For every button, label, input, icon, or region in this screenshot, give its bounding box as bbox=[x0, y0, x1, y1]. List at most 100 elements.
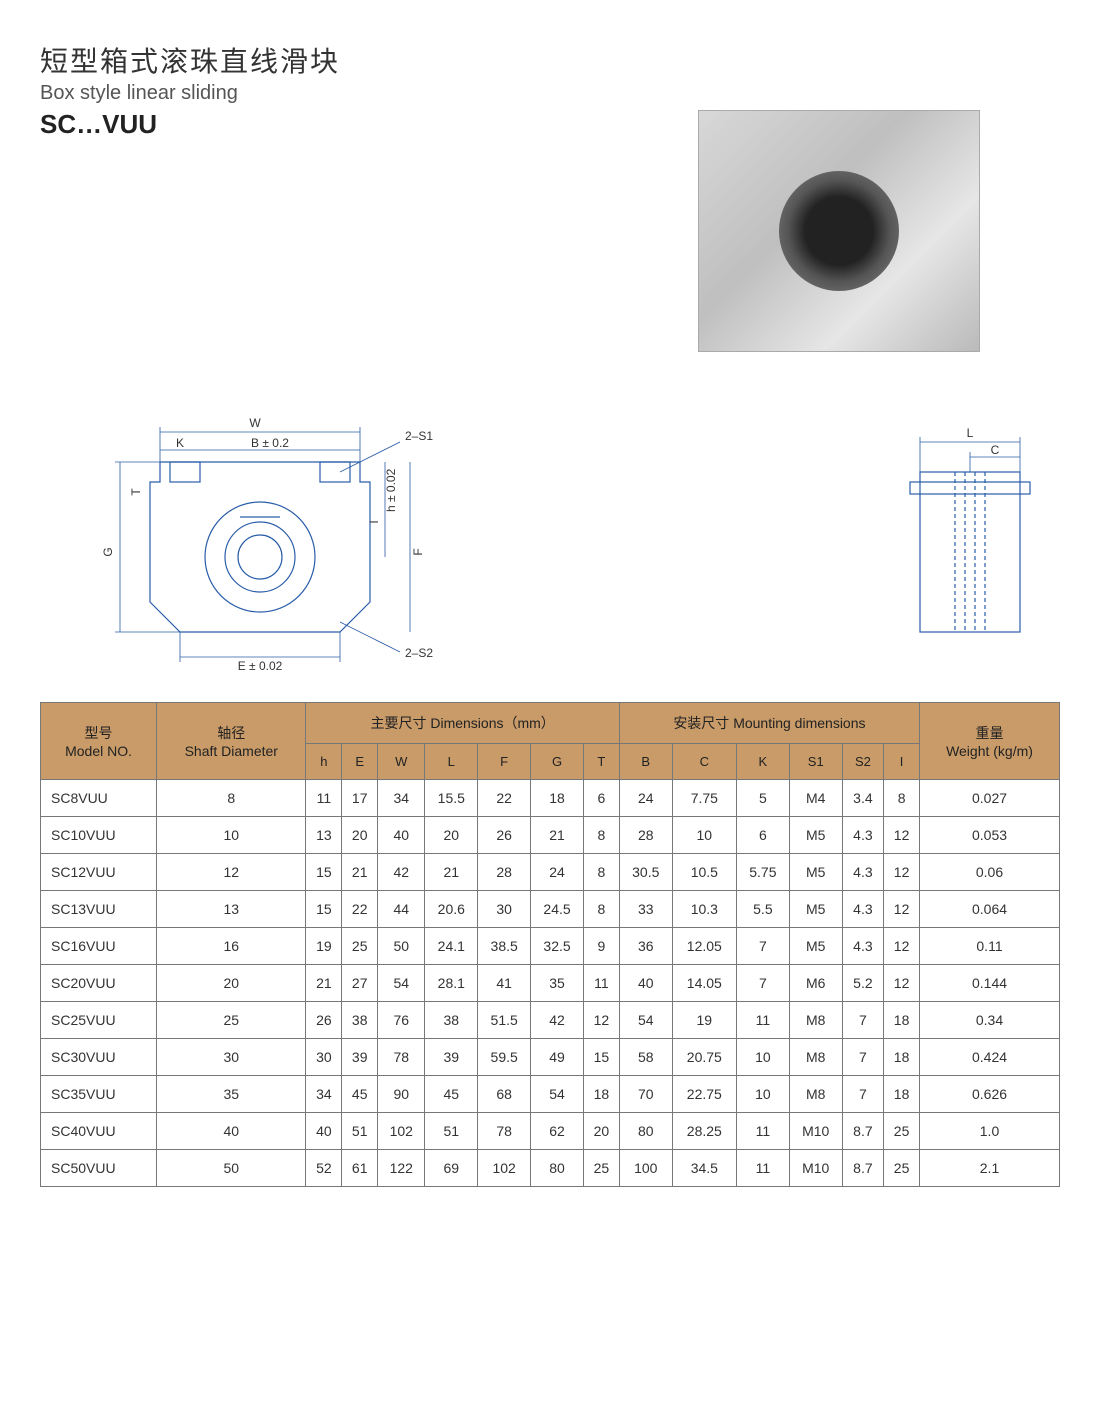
cell-L: 38 bbox=[425, 1002, 478, 1039]
cell-model: SC16VUU bbox=[41, 928, 157, 965]
cell-B: 28 bbox=[619, 817, 672, 854]
cell-F: 22 bbox=[478, 780, 531, 817]
cell-T: 8 bbox=[583, 891, 619, 928]
diagram-row: W K B ± 0.2 G T E ± 0.02 h ± 0.02 F I 2–… bbox=[40, 372, 1060, 672]
cell-K: 11 bbox=[736, 1150, 789, 1187]
cell-h: 15 bbox=[306, 891, 342, 928]
cell-model: SC50VUU bbox=[41, 1150, 157, 1187]
cell-E: 20 bbox=[342, 817, 378, 854]
cell-wt: 0.053 bbox=[920, 817, 1060, 854]
cell-h: 52 bbox=[306, 1150, 342, 1187]
cell-W: 102 bbox=[378, 1113, 425, 1150]
cell-h: 40 bbox=[306, 1113, 342, 1150]
cell-model: SC12VUU bbox=[41, 854, 157, 891]
cell-h: 30 bbox=[306, 1039, 342, 1076]
cell-S2: 5.2 bbox=[842, 965, 884, 1002]
lbl-G: G bbox=[101, 547, 115, 556]
cell-E: 22 bbox=[342, 891, 378, 928]
cell-E: 17 bbox=[342, 780, 378, 817]
cell-I: 18 bbox=[884, 1002, 920, 1039]
table-row: SC12VUU12152142212824830.510.55.75M54.31… bbox=[41, 854, 1060, 891]
cell-d: 8 bbox=[157, 780, 306, 817]
hdr-L: L bbox=[425, 744, 478, 780]
cell-L: 24.1 bbox=[425, 928, 478, 965]
cell-S1: M6 bbox=[789, 965, 842, 1002]
table-row: SC40VUU404051102517862208028.2511M108.72… bbox=[41, 1113, 1060, 1150]
cell-model: SC40VUU bbox=[41, 1113, 157, 1150]
hdr-K: K bbox=[736, 744, 789, 780]
cell-K: 5.5 bbox=[736, 891, 789, 928]
front-view-diagram: W K B ± 0.2 G T E ± 0.02 h ± 0.02 F I 2–… bbox=[40, 372, 460, 672]
hdr-T: T bbox=[583, 744, 619, 780]
cell-F: 28 bbox=[478, 854, 531, 891]
cell-S1: M8 bbox=[789, 1002, 842, 1039]
lbl-I: I bbox=[367, 520, 381, 523]
cell-F: 26 bbox=[478, 817, 531, 854]
cell-S2: 7 bbox=[842, 1076, 884, 1113]
cell-B: 70 bbox=[619, 1076, 672, 1113]
cell-model: SC20VUU bbox=[41, 965, 157, 1002]
cell-model: SC25VUU bbox=[41, 1002, 157, 1039]
lbl-h: h ± 0.02 bbox=[384, 468, 398, 512]
cell-C: 10.5 bbox=[672, 854, 736, 891]
lbl-K: K bbox=[176, 436, 184, 450]
cell-S1: M10 bbox=[789, 1113, 842, 1150]
hdr-mount: 安装尺寸 Mounting dimensions bbox=[619, 703, 919, 744]
cell-G: 18 bbox=[531, 780, 584, 817]
cell-model: SC10VUU bbox=[41, 817, 157, 854]
cell-W: 34 bbox=[378, 780, 425, 817]
cell-T: 15 bbox=[583, 1039, 619, 1076]
cell-B: 24 bbox=[619, 780, 672, 817]
cell-h: 26 bbox=[306, 1002, 342, 1039]
cell-T: 25 bbox=[583, 1150, 619, 1187]
cell-S2: 4.3 bbox=[842, 891, 884, 928]
cell-W: 50 bbox=[378, 928, 425, 965]
cell-W: 122 bbox=[378, 1150, 425, 1187]
product-photo bbox=[698, 110, 980, 352]
table-row: SC25VUU252638763851.54212541911M87180.34 bbox=[41, 1002, 1060, 1039]
table-row: SC13VUU1315224420.63024.583310.35.5M54.3… bbox=[41, 891, 1060, 928]
table-header: 型号 Model NO. 轴径 Shaft Diameter 主要尺寸 Dime… bbox=[41, 703, 1060, 780]
cell-model: SC13VUU bbox=[41, 891, 157, 928]
cell-G: 49 bbox=[531, 1039, 584, 1076]
cell-L: 21 bbox=[425, 854, 478, 891]
cell-B: 80 bbox=[619, 1113, 672, 1150]
cell-K: 10 bbox=[736, 1039, 789, 1076]
cell-I: 12 bbox=[884, 928, 920, 965]
cell-W: 76 bbox=[378, 1002, 425, 1039]
cell-G: 42 bbox=[531, 1002, 584, 1039]
cell-F: 59.5 bbox=[478, 1039, 531, 1076]
cell-G: 62 bbox=[531, 1113, 584, 1150]
title-cn: 短型箱式滚珠直线滑块 bbox=[40, 40, 1060, 80]
cell-T: 8 bbox=[583, 817, 619, 854]
cell-G: 21 bbox=[531, 817, 584, 854]
cell-wt: 0.064 bbox=[920, 891, 1060, 928]
hdr-model: 型号 Model NO. bbox=[41, 703, 157, 780]
cell-K: 10 bbox=[736, 1076, 789, 1113]
cell-K: 11 bbox=[736, 1113, 789, 1150]
cell-d: 30 bbox=[157, 1039, 306, 1076]
hdr-shaft: 轴径 Shaft Diameter bbox=[157, 703, 306, 780]
lbl-T: T bbox=[129, 488, 143, 496]
side-view-diagram: L C bbox=[860, 372, 1060, 672]
cell-F: 41 bbox=[478, 965, 531, 1002]
cell-S1: M8 bbox=[789, 1076, 842, 1113]
cell-K: 11 bbox=[736, 1002, 789, 1039]
cell-B: 58 bbox=[619, 1039, 672, 1076]
cell-B: 33 bbox=[619, 891, 672, 928]
cell-wt: 0.424 bbox=[920, 1039, 1060, 1076]
hdr-shaft-cn: 轴径 bbox=[217, 725, 245, 741]
cell-C: 28.25 bbox=[672, 1113, 736, 1150]
cell-T: 20 bbox=[583, 1113, 619, 1150]
cell-S2: 4.3 bbox=[842, 928, 884, 965]
cell-I: 12 bbox=[884, 891, 920, 928]
cell-model: SC30VUU bbox=[41, 1039, 157, 1076]
cell-F: 78 bbox=[478, 1113, 531, 1150]
cell-T: 9 bbox=[583, 928, 619, 965]
table-row: SC50VUU50526112269102802510034.511M108.7… bbox=[41, 1150, 1060, 1187]
cell-S2: 7 bbox=[842, 1002, 884, 1039]
cell-B: 36 bbox=[619, 928, 672, 965]
cell-S1: M4 bbox=[789, 780, 842, 817]
cell-C: 19 bbox=[672, 1002, 736, 1039]
lbl-B: B ± 0.2 bbox=[251, 436, 289, 450]
